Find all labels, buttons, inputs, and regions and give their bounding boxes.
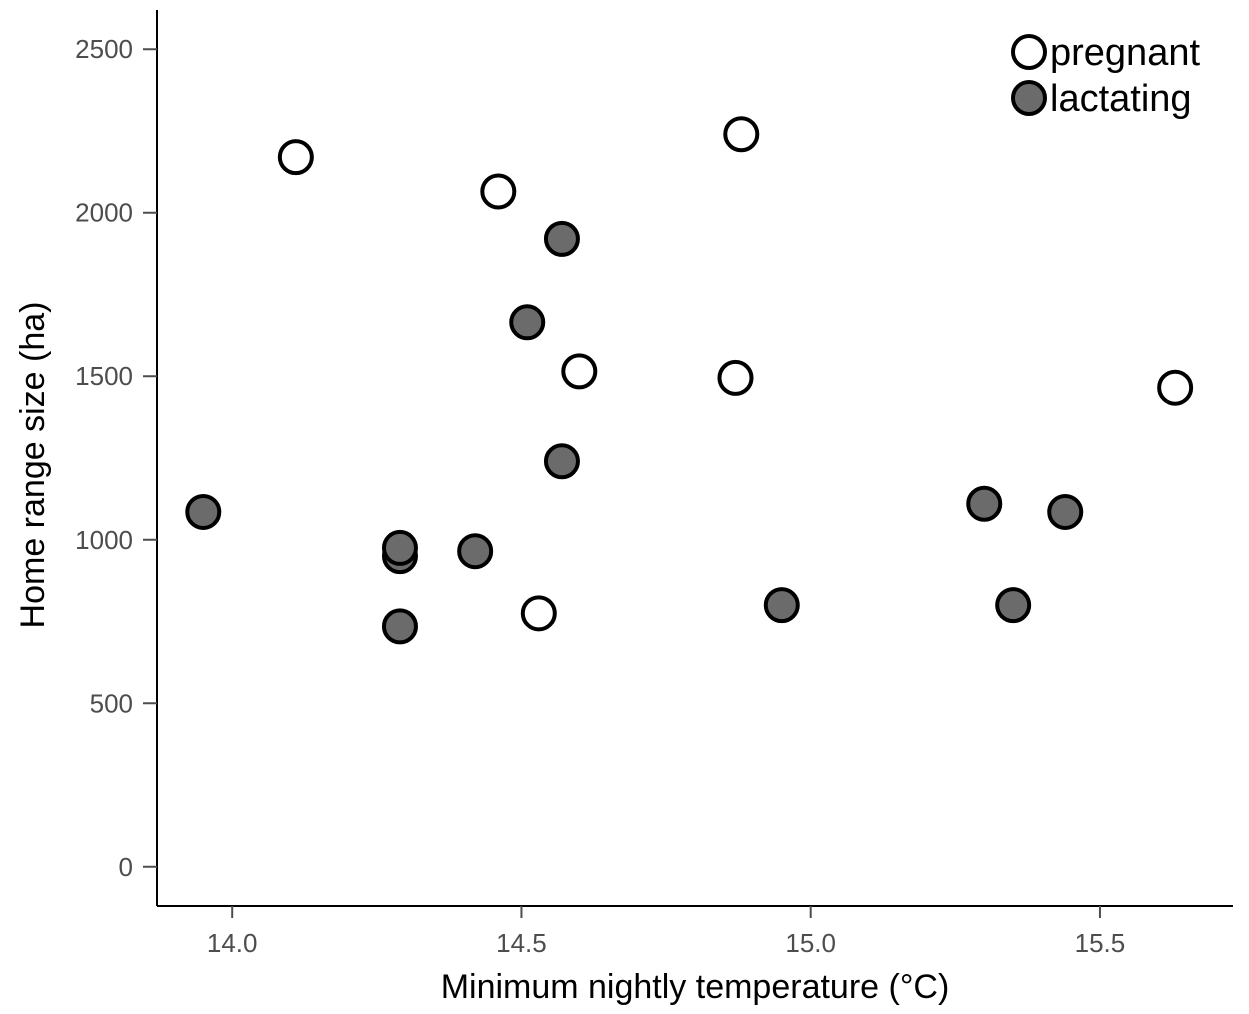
- data-point-lactating: [457, 533, 494, 570]
- y-tick-label: 1000: [75, 525, 133, 555]
- data-point-lactating: [509, 304, 546, 341]
- y-tick-label: 2000: [75, 198, 133, 228]
- data-point-lactating: [966, 485, 1003, 522]
- legend-marker-pregnant: [1011, 34, 1047, 70]
- x-tick-label: 14.5: [496, 928, 547, 958]
- data-point-lactating: [381, 529, 418, 566]
- data-point-lactating: [543, 220, 580, 257]
- y-axis-ticks: 0 500 1000 1500 2000 2500: [75, 34, 157, 882]
- data-point-pregnant: [480, 173, 517, 210]
- axes: [156, 10, 1233, 907]
- y-tick-label: 500: [90, 688, 133, 718]
- data-point-lactating: [1047, 493, 1084, 530]
- data-point-pregnant: [717, 359, 754, 396]
- data-point-lactating: [763, 587, 800, 624]
- data-point-pregnant: [561, 353, 598, 390]
- data-point-pregnant: [277, 139, 314, 176]
- y-tick-label: 1500: [75, 361, 133, 391]
- legend-marker-lactating: [1011, 80, 1047, 116]
- data-point-lactating: [185, 493, 222, 530]
- data-point-pregnant: [520, 595, 557, 632]
- data-point-lactating: [995, 587, 1032, 624]
- data-point-pregnant: [723, 116, 760, 153]
- data-point-pregnant: [1157, 369, 1194, 406]
- data-point-lactating: [543, 443, 580, 480]
- y-tick-label: 0: [119, 852, 133, 882]
- legend-label-lactating: lactating: [1050, 78, 1192, 120]
- y-axis-title: Home range size (ha): [14, 302, 52, 629]
- x-tick-label: 14.0: [207, 928, 258, 958]
- x-tick-label: 15.5: [1075, 928, 1126, 958]
- data-points: [185, 116, 1194, 645]
- x-axis-title: Minimum nightly temperature (°C): [441, 968, 950, 1006]
- data-point-lactating: [381, 608, 418, 645]
- x-tick-label: 15.0: [785, 928, 836, 958]
- legend-label-pregnant: pregnant: [1050, 32, 1200, 74]
- y-tick-label: 2500: [75, 34, 133, 64]
- x-axis-ticks: 14.0 14.5 15.0 15.5: [207, 906, 1125, 958]
